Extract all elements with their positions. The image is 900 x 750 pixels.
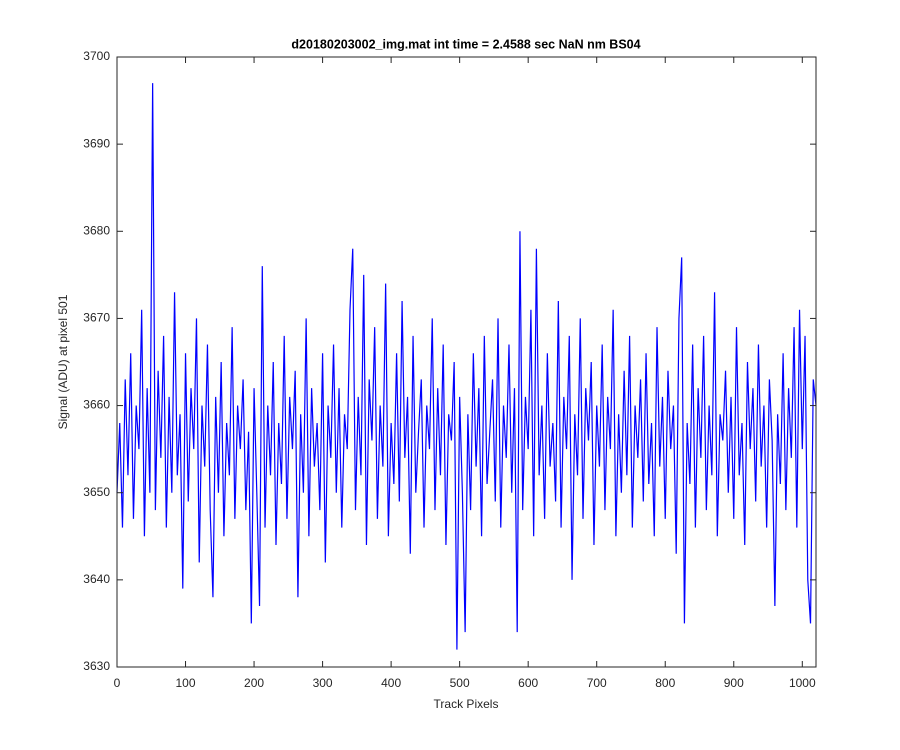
y-tick-label: 3680 bbox=[83, 223, 110, 237]
chart-title: d20180203002_img.mat int time = 2.4588 s… bbox=[291, 37, 640, 51]
x-tick-label: 200 bbox=[244, 676, 264, 690]
y-tick-label: 3690 bbox=[83, 136, 110, 150]
x-tick-label: 400 bbox=[381, 676, 401, 690]
x-tick-label: 100 bbox=[176, 676, 196, 690]
y-tick-label: 3640 bbox=[83, 572, 110, 586]
x-tick-label: 0 bbox=[114, 676, 121, 690]
y-tick-label: 3660 bbox=[83, 398, 110, 412]
x-tick-label: 500 bbox=[450, 676, 470, 690]
x-tick-label: 700 bbox=[587, 676, 607, 690]
x-tick-label: 1000 bbox=[789, 676, 816, 690]
x-tick-label: 800 bbox=[655, 676, 675, 690]
y-tick-label: 3670 bbox=[83, 311, 110, 325]
y-tick-label: 3650 bbox=[83, 485, 110, 499]
y-tick-label: 3700 bbox=[83, 49, 110, 63]
x-tick-label: 300 bbox=[313, 676, 333, 690]
x-tick-label: 900 bbox=[724, 676, 744, 690]
plot-area bbox=[117, 57, 816, 667]
data-line bbox=[116, 83, 817, 650]
y-axis-label: Signal (ADU) at pixel 501 bbox=[56, 294, 70, 429]
y-tick-label: 3630 bbox=[83, 659, 110, 673]
x-tick-label: 600 bbox=[518, 676, 538, 690]
x-axis-label: Track Pixels bbox=[434, 697, 499, 711]
axes-box bbox=[116, 56, 817, 668]
